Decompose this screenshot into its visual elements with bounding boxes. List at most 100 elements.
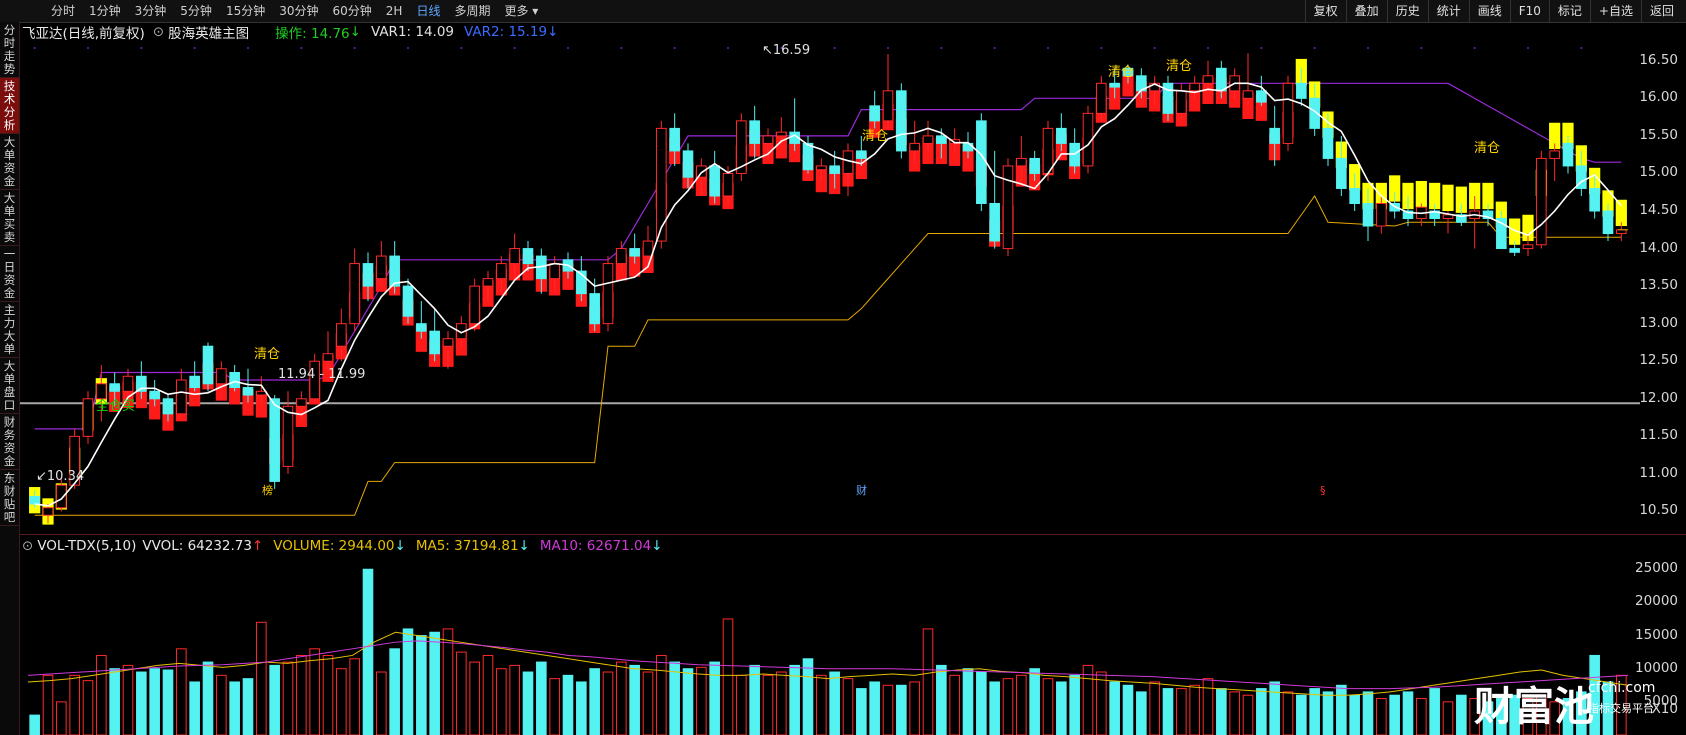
timeframe-tab[interactable]: 15分钟 (225, 4, 266, 18)
sidebar-tab[interactable]: 大单资金 (0, 134, 19, 190)
volume-bar (669, 661, 680, 735)
toolbar-button[interactable]: 返回 (1640, 0, 1682, 22)
toolbar-button[interactable]: F10 (1509, 0, 1549, 22)
volume-bar (1536, 694, 1547, 735)
volume-bar (389, 648, 400, 735)
timeframe-tab[interactable]: 30分钟 (279, 4, 319, 18)
settings-icon[interactable]: ⊙ (22, 538, 34, 554)
sidebar-tab[interactable]: 东财贴吧 (0, 470, 19, 526)
volume-tick-label: 5000 (1643, 692, 1678, 709)
volume-bar (282, 661, 294, 735)
vol-indicator-name[interactable]: VOL-TDX(5,10) (37, 538, 137, 554)
sidebar-tab[interactable]: 分时走势 (0, 22, 19, 78)
toolbar-button[interactable]: 历史 (1386, 0, 1428, 22)
candle-body (936, 135, 947, 144)
toolbar-button[interactable]: 复权 (1304, 0, 1346, 22)
panel-divider (20, 534, 1686, 535)
volume-bar (229, 681, 240, 735)
candle-body (496, 263, 507, 280)
candle-body (1122, 67, 1134, 77)
sidebar-tab[interactable]: 主力大单 (0, 302, 19, 358)
timeframe-tab[interactable]: 多周期 (454, 4, 491, 18)
signal-label: 清仓 (1474, 141, 1500, 156)
sidebar-tab[interactable]: 大单买卖 (0, 190, 19, 246)
sidebar-tab[interactable]: 财务资金 (0, 414, 19, 470)
candle-body (469, 285, 480, 325)
candle-body (1482, 210, 1494, 220)
timeframe-tab[interactable]: 60分钟 (332, 4, 372, 18)
volume-bar (482, 654, 494, 735)
trend-band (1509, 218, 1521, 245)
indicator-name[interactable]: 股海英雄主图 (168, 26, 250, 42)
candle-body (642, 240, 654, 257)
volume-bar (856, 688, 867, 735)
volume-bar (1456, 694, 1467, 735)
left-sidebar: 分时走势 技术分析 大单资金 大单买卖 一日资金 主力大单 大单盘口 财务资金 东财贴吧 (0, 22, 20, 735)
volume-bar (896, 684, 907, 735)
top-dot (1260, 47, 1263, 49)
timeframe-tab[interactable]: 2H (385, 4, 403, 18)
top-dot (513, 47, 516, 49)
candle-body (709, 165, 720, 197)
volume-bar (456, 651, 467, 735)
chart-header: 飞亚达(日线,前复权) ⊙ 股海英雄主图 操作: 14.76 ↓ VAR1: 1… (22, 23, 558, 42)
down-arrow-icon: ↓ (349, 24, 361, 40)
volume-bar (789, 664, 800, 735)
candle-body (389, 255, 400, 287)
volume-bar (29, 714, 40, 735)
volume-bar (1509, 694, 1520, 735)
toolbar-button[interactable]: +自选 (1589, 0, 1641, 22)
candle-body (1376, 202, 1387, 227)
volume-bar (882, 684, 894, 735)
volume-bar (656, 654, 667, 735)
volume-bar (1336, 684, 1347, 735)
settings-icon[interactable]: ⊙ (152, 24, 165, 40)
candle-body (269, 398, 280, 482)
timeframe-tab[interactable]: 分时 (51, 4, 76, 18)
timeframe-tab[interactable]: 3分钟 (134, 4, 167, 18)
timeframe-tab[interactable]: 1分钟 (89, 4, 121, 18)
ma5-volume-line (27, 631, 1629, 696)
volume-bar (682, 668, 694, 735)
timeframe-tab[interactable]: 5分钟 (180, 4, 212, 18)
candle-body (829, 165, 840, 174)
sidebar-tab[interactable]: 技术分析 (0, 78, 19, 134)
volume-bar (976, 671, 987, 735)
toolbar-button[interactable]: 叠加 (1345, 0, 1387, 22)
candle-body (1282, 82, 1294, 144)
candle-body (1296, 82, 1307, 99)
stock-title[interactable]: 飞亚达(日线,前复权) (22, 26, 145, 42)
volume-chart[interactable] (20, 556, 1640, 735)
candle-body (509, 248, 520, 265)
candle-body (336, 323, 347, 347)
volume-tick-label: 10000 (1635, 659, 1678, 676)
top-dot (353, 47, 356, 49)
signal-label: 清仓 (862, 129, 888, 144)
timeframe-tab[interactable]: 日线 (416, 4, 441, 18)
volume-bar (616, 661, 627, 735)
candle-body (1242, 90, 1254, 99)
volume-bar (1269, 681, 1280, 735)
price-tick-label: 12.50 (1639, 352, 1678, 369)
toolbar-button[interactable]: 统计 (1427, 0, 1469, 22)
timeframe-tab[interactable]: 更多 ▾ (504, 4, 539, 18)
toolbar-button[interactable]: 标记 (1548, 0, 1590, 22)
sidebar-tab[interactable]: 一日资金 (0, 246, 19, 302)
candle-body (162, 398, 174, 415)
candle-body (1189, 82, 1200, 92)
toolbar-button[interactable]: 画线 (1468, 0, 1510, 22)
price-chart[interactable]: ↖16.59↙10.3411.94 - 11.99全仓买清仓清仓清仓 清仓清仓榜财… (20, 42, 1640, 534)
sidebar-tab[interactable]: 大单盘口 (0, 358, 19, 414)
price-tick-label: 13.00 (1639, 314, 1678, 331)
volume-bar (1189, 684, 1200, 735)
candle-body (1176, 90, 1187, 114)
top-dot (460, 47, 463, 49)
candle-body (1349, 187, 1360, 204)
volume-bar (576, 681, 587, 735)
candle-body (856, 150, 867, 159)
top-dot (407, 47, 409, 49)
volume-bar (96, 654, 107, 735)
candle-body (416, 323, 427, 332)
candle-body (1496, 218, 1507, 250)
candle-body (229, 372, 240, 389)
